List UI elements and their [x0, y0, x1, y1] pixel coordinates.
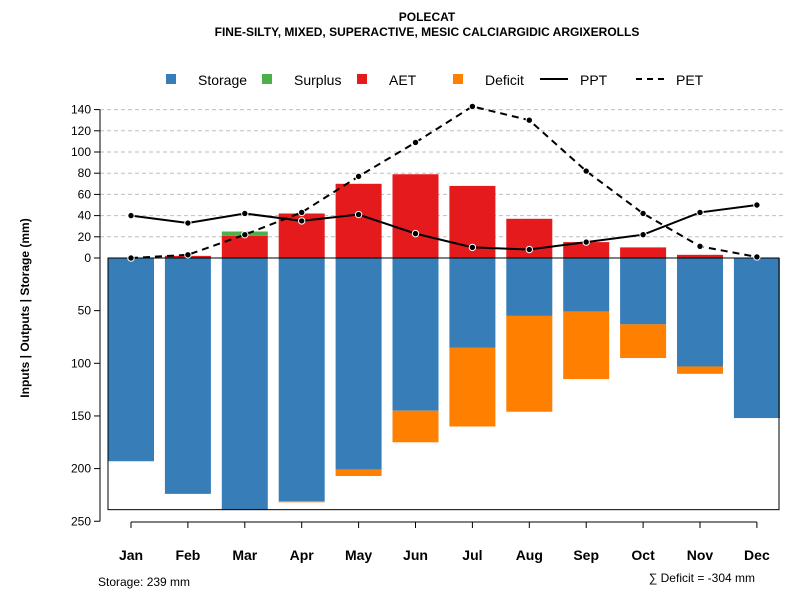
x-tick-label-sep: Sep [573, 547, 599, 563]
x-tick-label-jul: Jul [462, 547, 482, 563]
storage-bar-dec [733, 258, 780, 419]
legend-swatch-aet [357, 74, 367, 84]
pet-point-sep [582, 167, 590, 175]
ppt-line [130, 204, 758, 251]
pet-point-jul [468, 102, 477, 111]
storage-footnote: Storage: 239 mm [98, 575, 190, 589]
aet-bar-oct [620, 247, 667, 258]
pet-point-jan [127, 254, 135, 262]
y-tick-label-neg-250: 250 [71, 514, 91, 528]
y-tick-label-140: 140 [71, 103, 91, 117]
pet-point-nov [696, 242, 704, 251]
x-tick-label-oct: Oct [631, 547, 655, 563]
y-tick-label-neg-100: 100 [71, 356, 91, 370]
legend-swatch-surplus [262, 74, 272, 84]
deficit-bar-may [335, 469, 382, 476]
x-tick-label-jun: Jun [403, 547, 428, 563]
x-tick-label-dec: Dec [744, 547, 770, 563]
deficit-footnote: ∑ Deficit = -304 mm [649, 571, 755, 585]
aet-bar-sep [563, 242, 610, 258]
y-tick-label-40: 40 [78, 209, 92, 223]
legend-swatch-storage [166, 74, 176, 84]
x-tick-label-apr: Apr [290, 547, 315, 563]
ppt-point-jun [411, 229, 420, 238]
y-tick-label-neg-50: 50 [78, 304, 92, 318]
aet-bar-nov [677, 254, 723, 258]
x-axis: Jan Feb Mar Apr May Jun Jul Aug Sep Oct Nov Dec [119, 521, 770, 563]
y-axis-label: Inputs | Outputs | Storage (mm) [18, 218, 32, 397]
x-tick-label-feb: Feb [175, 547, 200, 563]
series-lines [127, 102, 761, 262]
pet-point-aug [525, 116, 533, 124]
ppt-point-jul [468, 243, 477, 252]
ppt-point-oct [639, 230, 647, 239]
storage-bar-apr [278, 258, 325, 502]
deficit-bar-nov [677, 366, 723, 374]
y-tick-label-80: 80 [78, 166, 92, 180]
deficit-bar-aug [506, 315, 553, 412]
legend-label-pet: PET [676, 72, 704, 88]
y-tick-label-neg-150: 150 [71, 409, 91, 423]
storage-bar-sep [563, 258, 610, 312]
storage-bar-nov [677, 258, 723, 367]
pet-point-may [354, 172, 363, 181]
bars [108, 174, 780, 510]
y-tick-label-neg-200: 200 [71, 462, 91, 476]
x-tick-label-aug: Aug [516, 547, 543, 563]
deficit-bar-sep [563, 311, 610, 380]
pet-point-mar [241, 230, 249, 239]
ppt-point-apr [298, 217, 306, 225]
legend-swatch-deficit [453, 74, 463, 84]
x-tick-label-nov: Nov [687, 547, 714, 563]
pet-point-jun [411, 138, 420, 147]
ppt-point-dec [753, 201, 761, 209]
x-tick-label-mar: Mar [232, 547, 257, 563]
ppt-point-sep [582, 238, 590, 246]
ppt-point-may [354, 210, 363, 219]
ppt-point-feb [184, 219, 192, 227]
deficit-bar-apr [278, 501, 325, 503]
storage-bar-jun [392, 258, 439, 411]
legend: Storage Surplus AET Deficit PPT PET [166, 72, 704, 88]
y-tick-label-0: 0 [84, 251, 91, 265]
chart-title: POLECAT [399, 10, 456, 24]
y-tick-label-120: 120 [71, 124, 91, 138]
legend-label-deficit: Deficit [485, 72, 524, 88]
y-axis: 0 20 40 60 80 100 120 140 50 100 150 200 250 [71, 103, 101, 528]
y-tick-label-60: 60 [78, 187, 92, 201]
y-tick-label-100: 100 [71, 145, 91, 159]
gridlines [100, 109, 785, 238]
legend-label-ppt: PPT [580, 72, 608, 88]
storage-bar-feb [164, 258, 211, 494]
legend-label-surplus: Surplus [294, 72, 341, 88]
pet-point-oct [639, 209, 647, 218]
storage-bar-may [335, 258, 382, 470]
pet-point-feb [184, 251, 192, 259]
pet-point-dec [753, 253, 761, 261]
x-tick-label-may: May [345, 547, 372, 563]
aet-bar-jun [392, 174, 439, 258]
ppt-point-aug [525, 245, 533, 254]
storage-bar-oct [620, 258, 667, 325]
deficit-bar-oct [620, 324, 667, 359]
legend-label-storage: Storage [198, 72, 247, 88]
ppt-point-nov [696, 208, 704, 217]
x-tick-label-jan: Jan [119, 547, 143, 563]
aet-bar-mar [221, 235, 268, 258]
aet-bar-may [335, 183, 382, 258]
ppt-point-jan [127, 211, 135, 220]
ppt-point-mar [241, 209, 249, 218]
deficit-bar-jul [449, 347, 496, 427]
pet-point-apr [298, 208, 306, 217]
storage-bar-aug [506, 258, 553, 316]
storage-bar-mar [221, 258, 268, 510]
y-tick-label-20: 20 [78, 230, 92, 244]
chart-subtitle: FINE-SILTY, MIXED, SUPERACTIVE, MESIC CA… [215, 25, 640, 39]
storage-bar-jan [108, 258, 154, 462]
storage-bar-jul [449, 258, 496, 348]
deficit-bar-jun [392, 410, 439, 443]
legend-label-aet: AET [389, 72, 417, 88]
